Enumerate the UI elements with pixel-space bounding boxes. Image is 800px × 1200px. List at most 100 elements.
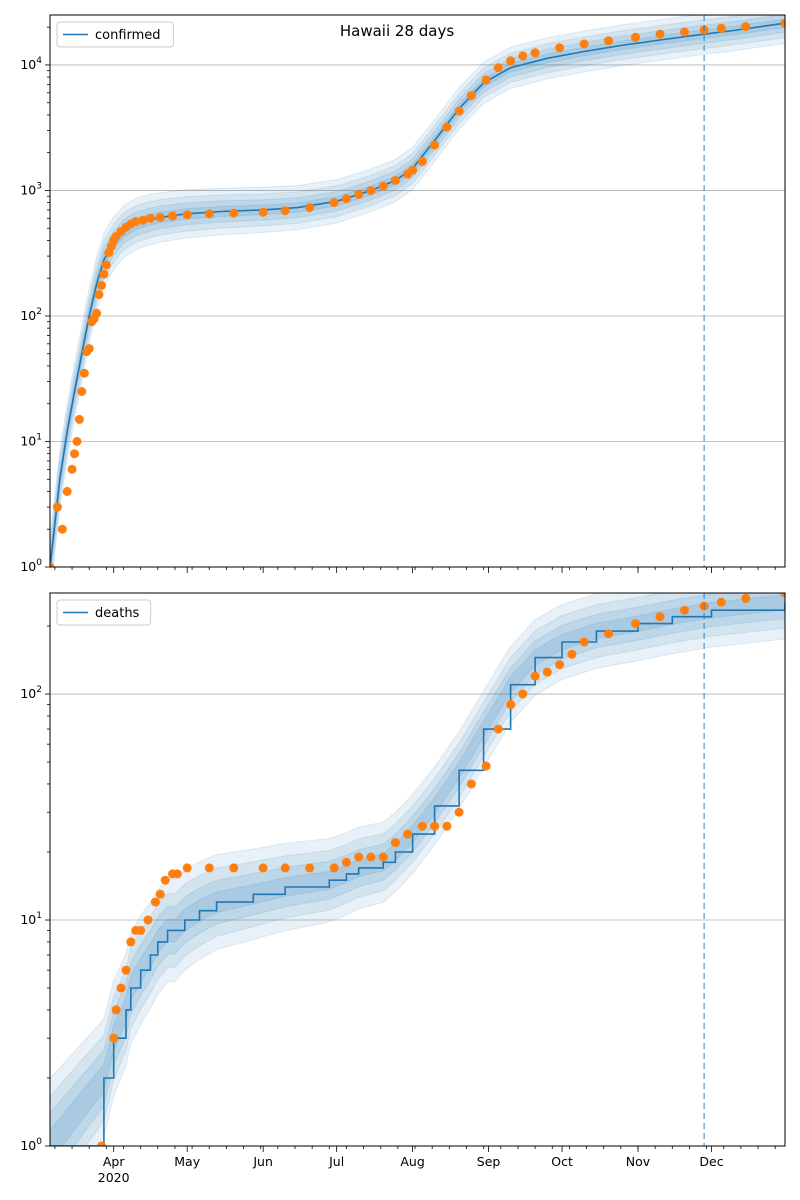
- observed-point: [150, 897, 160, 907]
- x-tick-label: Aug: [400, 1154, 424, 1169]
- observed-point: [77, 387, 87, 396]
- observed-point: [390, 838, 400, 848]
- observed-point: [329, 863, 339, 873]
- observed-point: [111, 1005, 121, 1015]
- observed-point: [155, 212, 165, 222]
- observed-point: [62, 486, 72, 496]
- y-tick-label: 101: [20, 432, 42, 448]
- observed-point: [204, 863, 214, 873]
- legend-label: deaths: [95, 606, 140, 621]
- y-tick-label: 102: [20, 685, 42, 701]
- observed-point: [680, 27, 689, 37]
- observed-point: [155, 889, 165, 899]
- observed-point: [506, 56, 516, 66]
- observed-point: [780, 593, 785, 598]
- observed-point: [579, 39, 589, 49]
- observed-point: [655, 29, 665, 39]
- observed-point: [305, 863, 315, 873]
- observed-point: [655, 612, 665, 622]
- y-tick-label: 104: [20, 56, 42, 72]
- uncertainty-band: [50, 15, 785, 567]
- legend-label: confirmed: [95, 28, 161, 43]
- x-tick-label: Apr: [103, 1154, 125, 1169]
- observed-point: [579, 637, 589, 647]
- observed-point: [481, 75, 491, 85]
- observed-point: [493, 63, 503, 73]
- observed-point: [131, 217, 141, 227]
- observed-point: [378, 852, 388, 862]
- observed-point: [109, 1033, 119, 1043]
- uncertainty-band: [50, 593, 785, 1146]
- observed-point: [716, 23, 726, 33]
- observed-point: [530, 48, 540, 58]
- observed-point: [430, 140, 440, 150]
- observed-point: [506, 699, 516, 709]
- observed-point: [454, 106, 464, 116]
- x-tick-label: Nov: [626, 1154, 651, 1169]
- axes-frame: [49, 14, 786, 568]
- uncertainty-band: [50, 593, 785, 1146]
- observed-point: [631, 32, 640, 42]
- observed-point: [79, 368, 89, 378]
- observed-point: [94, 290, 104, 300]
- x-tick-label: Dec: [699, 1154, 723, 1169]
- observed-point: [604, 629, 614, 639]
- legend-box: [56, 599, 152, 626]
- observed-point: [52, 502, 62, 512]
- observed-point: [518, 689, 528, 699]
- observed-point: [74, 414, 84, 424]
- uncertainty-band: [50, 15, 785, 567]
- observed-point: [780, 18, 785, 28]
- observed-point: [567, 649, 577, 659]
- observed-point: [160, 875, 170, 885]
- observed-point: [341, 194, 351, 204]
- observed-point: [126, 937, 136, 947]
- observed-point: [229, 863, 239, 873]
- uncertainty-band: [50, 593, 785, 1146]
- confirmed-panel: 100 101 102 103 104 confirmed: [20, 14, 786, 574]
- x-tick-label: Oct: [551, 1154, 573, 1169]
- observed-point: [172, 869, 182, 879]
- observed-point: [604, 36, 614, 46]
- observed-point: [354, 852, 364, 862]
- observed-point: [390, 176, 400, 185]
- observed-point: [631, 619, 640, 629]
- y-tick-label: 100: [20, 1137, 42, 1153]
- observed-point: [408, 165, 418, 175]
- observed-point: [92, 308, 102, 318]
- observed-point: [99, 269, 109, 279]
- observed-point: [70, 449, 79, 459]
- observed-point: [280, 863, 290, 873]
- observed-point: [136, 925, 146, 935]
- y-tick-label: 101: [20, 911, 42, 927]
- observed-point: [143, 915, 153, 925]
- observed-point: [466, 779, 476, 789]
- y-tick-label: 103: [20, 181, 42, 197]
- observed-point: [182, 210, 192, 220]
- observed-point: [555, 660, 565, 670]
- observed-point: [555, 43, 565, 53]
- observed-point: [229, 208, 239, 218]
- observed-point: [716, 597, 726, 607]
- observed-point: [354, 189, 364, 199]
- y-tick-label: 102: [20, 307, 42, 323]
- observed-point: [542, 667, 552, 677]
- observed-point: [57, 524, 67, 534]
- observed-point: [366, 852, 376, 862]
- observed-point: [417, 821, 427, 831]
- legend: deaths: [56, 599, 152, 626]
- plot-area: [50, 15, 785, 567]
- x-tick-label: Jul: [328, 1154, 344, 1169]
- y-tick-label: 100: [20, 558, 42, 574]
- observed-point: [430, 821, 440, 831]
- axes-frame: [49, 592, 786, 1147]
- x-tick-label: Jun: [252, 1154, 273, 1169]
- observed-point: [97, 1141, 106, 1146]
- observed-point: [101, 260, 111, 270]
- observed-point: [258, 207, 268, 217]
- observed-point: [680, 605, 689, 615]
- observed-point: [329, 198, 339, 208]
- observed-point: [138, 215, 148, 225]
